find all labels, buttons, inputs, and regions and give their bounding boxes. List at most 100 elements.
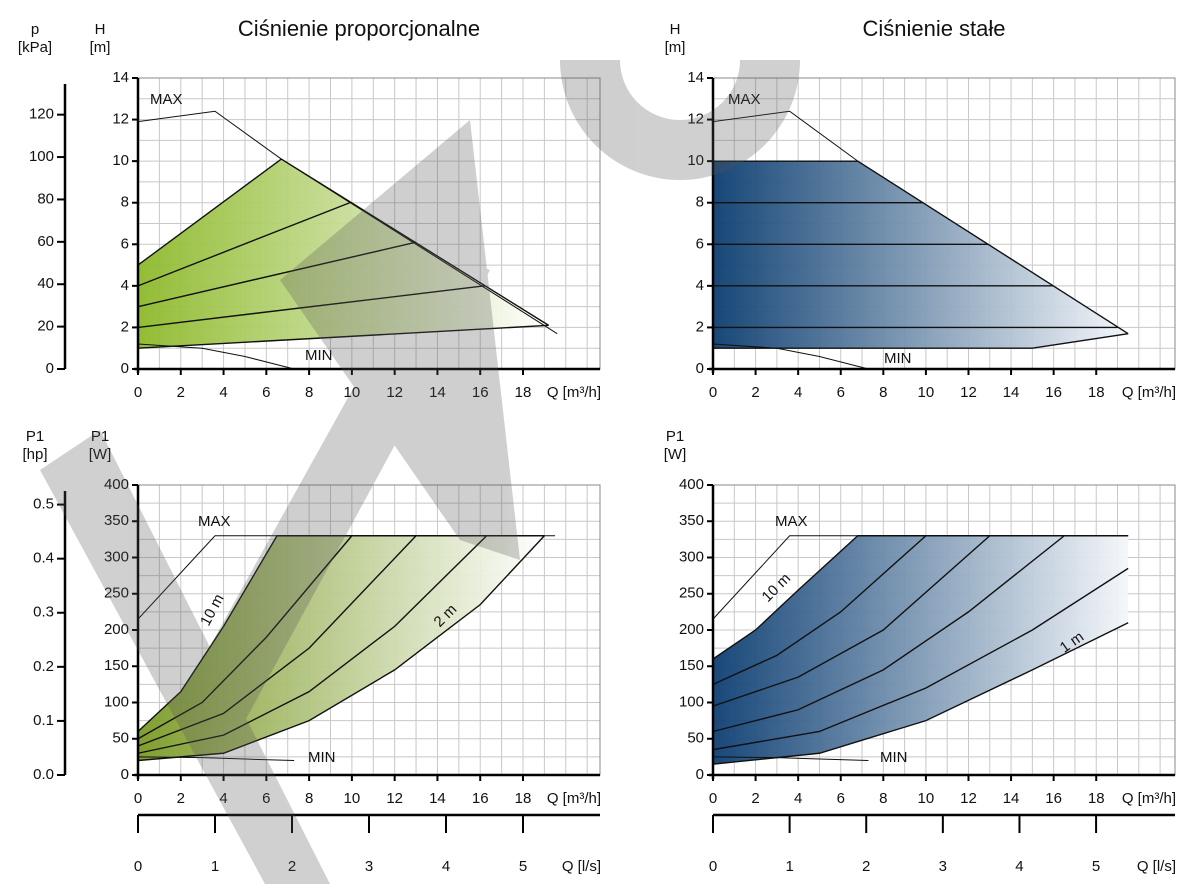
x-tick-label: 18 [1088,384,1105,401]
x-tick-label: 0 [134,384,142,401]
curve [137,535,488,754]
curve [712,535,927,686]
curve [137,202,351,287]
curve-label: MIN [884,350,912,367]
x2-tick-label: 4 [442,858,450,875]
y-tick-label: 0 [696,766,704,783]
x-tick-label: 8 [879,384,887,401]
y-tick-label: 6 [696,235,704,252]
curve [712,535,1129,620]
y-tick-label: 50 [687,730,704,747]
x2-tick-label: 5 [519,858,527,875]
y2-tick-label: 40 [37,275,54,292]
x2-tick-label: 2 [862,858,870,875]
y-tick-label: 0 [696,360,704,377]
y2-tick-label: 0 [46,360,54,377]
y-tick-label: 0 [121,766,129,783]
y-tick-label: 10 [687,152,704,169]
x-tick-label: 12 [386,384,403,401]
curve [137,535,417,747]
x-tick-label: 6 [837,384,845,401]
x2-tick-label: 1 [211,858,219,875]
x-axis-label: Q [m³/h] [547,790,601,807]
curve [712,622,1129,765]
y2-axis-label: P1 [26,428,44,445]
x-tick-label: 18 [515,384,532,401]
curve [712,567,1129,751]
y-tick-label: 14 [112,69,129,86]
x-tick-label: 14 [1003,384,1020,401]
y-axis-label: P1 [666,428,684,445]
y-tick-label: 200 [104,621,129,638]
y-tick-label: 400 [679,476,704,493]
curve [137,324,549,349]
x-tick-label: 6 [837,790,845,807]
curve [137,535,545,762]
curve [712,343,869,370]
y2-axis-label: [kPa] [18,39,52,56]
x-tick-label: 18 [1088,790,1105,807]
y-axis-label: H [95,21,106,38]
y-tick-label: 200 [679,621,704,638]
x2-axis-label: Q [l/s] [1137,858,1176,875]
x-tick-label: 0 [709,384,717,401]
x2-tick-label: 3 [365,858,373,875]
y2-tick-label: 0.5 [33,496,54,513]
y-tick-label: 100 [679,693,704,710]
x-tick-label: 4 [794,384,802,401]
curve-label: MIN [308,749,336,766]
y2-axis-label: [hp] [22,446,47,463]
y-axis-label: [W] [664,446,687,463]
curve-label: MAX [198,513,231,530]
x-tick-label: 4 [794,790,802,807]
y-tick-label: 250 [679,585,704,602]
x-tick-label: 2 [751,790,759,807]
x-tick-label: 14 [429,790,446,807]
curve-label: MIN [880,749,908,766]
y-tick-label: 4 [121,277,129,294]
y-tick-label: 350 [679,512,704,529]
curve [137,241,417,308]
y-axis-label: [m] [90,39,111,56]
x-tick-label: 12 [960,790,977,807]
y-tick-label: 6 [121,235,129,252]
curve [712,535,1065,733]
y-tick-label: 0 [121,360,129,377]
y2-tick-label: 0.4 [33,550,54,567]
operating-area [138,535,545,761]
x-tick-label: 6 [262,384,270,401]
y2-axis-label: p [31,21,39,38]
x-tick-label: 0 [709,790,717,807]
curve-label: MAX [728,91,761,108]
curve [137,110,558,335]
y-tick-label: 100 [104,693,129,710]
y-axis-label: P1 [91,428,109,445]
operating-area [713,161,1129,349]
x-tick-label: 8 [879,790,887,807]
x-tick-label: 10 [918,790,935,807]
curve [137,756,295,761]
x-tick-label: 12 [386,790,403,807]
y2-tick-label: 120 [29,106,54,123]
x-tick-label: 4 [219,384,227,401]
y-tick-label: 10 [112,152,129,169]
x-tick-label: 16 [472,790,489,807]
y2-tick-label: 0.0 [33,766,54,783]
x-tick-label: 0 [134,790,142,807]
y2-tick-label: 100 [29,148,54,165]
y-tick-label: 300 [679,548,704,565]
y-tick-label: 150 [679,657,704,674]
x-tick-label: 6 [262,790,270,807]
y2-tick-label: 0.2 [33,658,54,675]
chart-title: Ciśnienie proporcjonalne [238,16,480,41]
y-tick-label: 4 [696,277,704,294]
curve [712,110,859,162]
x-tick-label: 10 [344,790,361,807]
x-tick-label: 14 [429,384,446,401]
curve [712,535,991,707]
x-tick-label: 18 [515,790,532,807]
x-tick-label: 12 [960,384,977,401]
watermark [40,60,800,884]
x2-tick-label: 2 [288,858,296,875]
